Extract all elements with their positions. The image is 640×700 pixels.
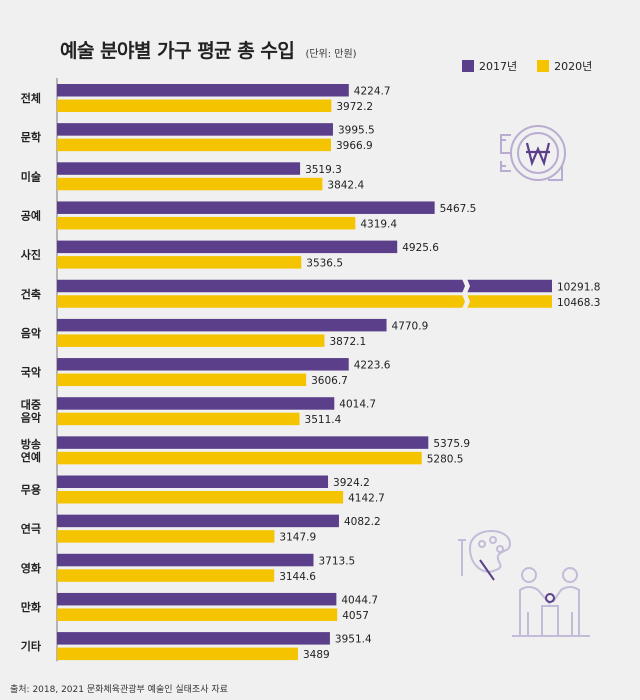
data-label: 4082.2 [344, 516, 381, 528]
category-label: 공예 [21, 208, 41, 222]
category-label: 영화 [21, 561, 41, 575]
data-label: 3489 [303, 649, 330, 661]
data-label: 4224.7 [354, 86, 391, 98]
bar-2020 [57, 177, 323, 191]
category-label: 문학 [21, 130, 41, 144]
data-label: 3519.3 [305, 164, 342, 176]
category-label: 연극 [21, 522, 41, 536]
data-label: 3995.5 [338, 125, 375, 137]
category-label: 전체 [21, 91, 41, 105]
data-label: 4319.4 [360, 218, 397, 230]
bar-2020 [57, 256, 302, 269]
bar-2020 [57, 569, 275, 582]
bar-2020 [57, 216, 356, 230]
legend-label-2020: 2020년 [554, 60, 593, 73]
category-label: 사진 [21, 248, 41, 262]
category-label: 무용 [21, 484, 41, 497]
art-palette-icon [458, 530, 512, 581]
bar-2017 [57, 318, 387, 332]
bar-2020 [57, 412, 300, 426]
bar-2020 [57, 373, 307, 387]
category-label: 국악 [21, 366, 41, 379]
bar-2017 [57, 475, 329, 488]
bar-2017 [57, 84, 349, 97]
category-label: 방송 연예 [21, 437, 41, 464]
bar-2017 [57, 201, 435, 214]
bar-2017 [57, 358, 349, 371]
bar-2020 [57, 138, 331, 152]
data-label: 4770.9 [392, 320, 429, 332]
people-discussion-icon [512, 567, 590, 637]
legend-item-2017: 2017년 [462, 58, 517, 74]
data-label: 3842.4 [327, 179, 364, 191]
axis-break-mark [462, 294, 470, 309]
data-label: 4142.7 [348, 493, 385, 505]
bar-2017 [57, 592, 337, 606]
data-label: 4044.7 [341, 594, 378, 606]
data-label: 3872.1 [329, 336, 366, 348]
data-label: 3606.7 [311, 375, 348, 387]
data-label: 3147.9 [279, 532, 316, 544]
data-label: 3144.6 [279, 571, 316, 583]
data-label: 3966.9 [336, 140, 373, 152]
bars-group: 전체 4224.7 3972.2 문학 3995.5 3966.9 미술 3519.3 3842… [21, 78, 600, 662]
chart-title-block: 예술 분야별 가구 평균 총 수입 (단위: 만원) [60, 36, 357, 63]
bar-2020 [57, 295, 552, 308]
legend-label-2017: 2017년 [479, 60, 518, 73]
data-label: 3924.2 [333, 477, 370, 489]
data-label: 4014.7 [339, 399, 376, 411]
data-label: 4925.6 [402, 242, 439, 254]
bar-2020 [57, 530, 275, 543]
data-label: 10291.8 [557, 281, 600, 293]
category-label: 건축 [21, 287, 41, 301]
bar-2017 [57, 397, 335, 410]
chart-unit: (단위: 만원) [305, 49, 357, 60]
bar-2017 [57, 436, 429, 449]
bar-2020 [57, 647, 298, 661]
legend: 2017년 2020년 [462, 58, 612, 74]
data-label: 3951.4 [335, 634, 372, 646]
data-label: 5375.9 [433, 438, 470, 450]
axis-break-mark [462, 278, 470, 294]
legend-swatch-2017 [462, 60, 474, 72]
data-label: 5280.5 [427, 453, 464, 465]
bar-2017 [57, 162, 301, 175]
bar-2017 [57, 514, 339, 528]
data-label: 4223.6 [354, 360, 391, 372]
legend-swatch-2020 [537, 60, 550, 72]
bar-2017 [57, 632, 330, 645]
bar-2020 [57, 99, 332, 112]
coin-won-icon [500, 125, 566, 181]
legend-item-2020: 2020년 [537, 58, 592, 74]
data-label: 10468.3 [557, 297, 600, 309]
data-label: 3511.4 [305, 414, 342, 426]
data-label: 3972.2 [336, 101, 373, 113]
data-label: 4057 [342, 610, 369, 622]
category-label: 대중 음악 [21, 398, 41, 425]
bar-2017 [57, 123, 333, 136]
category-label: 기타 [21, 639, 42, 653]
bar-2020 [57, 491, 344, 504]
chart-title: 예술 분야별 가구 평균 총 수입 [60, 40, 295, 62]
bar-2020 [57, 334, 325, 347]
category-label: 음악 [21, 327, 41, 340]
bar-2017 [57, 553, 314, 567]
category-label: 미술 [21, 169, 41, 183]
bar-2020 [57, 608, 338, 621]
category-label: 만화 [21, 600, 41, 614]
bar-2020 [57, 451, 422, 465]
data-label: 5467.5 [440, 203, 477, 215]
source-note: 출처: 2018, 2021 문화체육관광부 예술인 실태조사 자료 [10, 685, 228, 695]
bar-2017 [57, 240, 398, 254]
data-label: 3536.5 [306, 258, 343, 270]
data-label: 3713.5 [318, 555, 355, 567]
bar-2017 [57, 279, 552, 293]
